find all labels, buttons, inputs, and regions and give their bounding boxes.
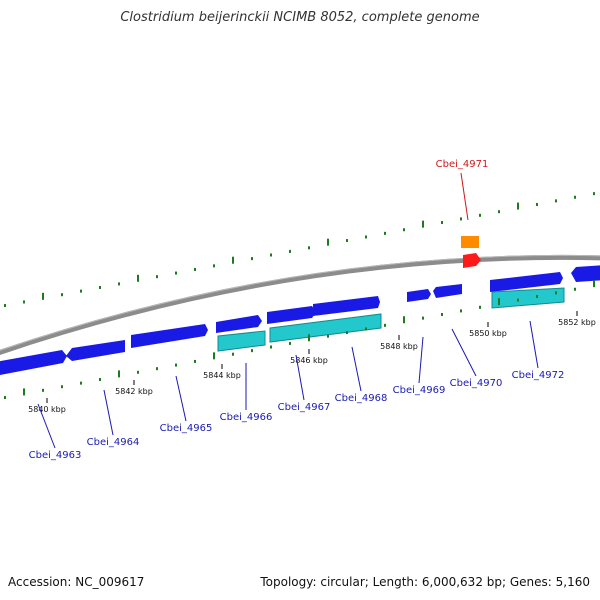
ruler-label: 5842 kbp [115,387,153,396]
gc-content-track-inner [4,280,595,400]
gene-label[interactable]: Cbei_4963 [29,450,82,461]
gene-label[interactable]: Cbei_4964 [87,437,140,448]
gene-label[interactable]: Cbei_4967 [278,402,331,413]
gene-feature[interactable] [491,287,565,309]
trna-feature[interactable] [461,236,479,248]
ruler-label: 5848 kbp [380,342,418,351]
label-leader-line [460,172,469,221]
gene-feature[interactable] [490,272,563,292]
gene-feature[interactable] [407,289,431,302]
gc-content-track-outer [4,192,595,308]
label-leader-line [418,336,424,384]
label-leader-line [175,375,187,422]
gene-label[interactable]: Cbei_4966 [220,412,273,423]
label-leader-line [351,346,362,392]
gene-feature[interactable] [313,296,380,316]
gene-label[interactable]: Cbei_4972 [512,370,565,381]
gene-label[interactable]: Cbei_4971 [436,159,489,170]
gene-feature[interactable] [131,324,208,348]
label-leader-line [529,320,539,369]
genome-summary-text: Topology: circular; Length: 6,000,632 bp… [260,575,590,589]
label-leader-line [295,354,305,401]
ruler-label: 5844 kbp [203,371,241,380]
ruler-label: 5846 kbp [290,356,328,365]
gene-feature[interactable] [571,265,600,282]
gene-label[interactable]: Cbei_4965 [160,423,213,434]
label-leader-line [37,403,56,449]
ruler-label: 5840 kbp [28,405,66,414]
gene-feature[interactable] [267,306,316,324]
gene-label[interactable]: Cbei_4969 [393,385,446,396]
reverse-strand-genes [217,287,565,352]
label-leader-line [451,328,477,377]
gene-feature[interactable] [433,284,462,298]
gene-feature[interactable] [217,330,266,352]
gene-feature[interactable] [66,340,125,361]
chromosome-backbone [0,254,600,355]
gene-label[interactable]: Cbei_4968 [335,393,388,404]
label-leader-line [103,389,114,436]
rrna-feature[interactable] [463,253,481,268]
chromosome-backbone-highlight [0,254,600,351]
accession-text: Accession: NC_009617 [8,575,145,589]
gene-feature[interactable] [216,315,262,333]
ruler-label: 5852 kbp [558,318,596,327]
gene-feature[interactable] [0,350,67,376]
gene-label[interactable]: Cbei_4970 [450,378,503,389]
gene-labels: Cbei_4963 Cbei_4964 Cbei_4965 Cbei_4966 Cbei… [29,159,565,461]
forward-strand-genes [0,265,600,376]
position-ruler: 5840 kbp 5842 kbp 5844 kbp 5846 kbp 5848 kbp… [28,311,596,414]
map-title: Clostridium beijerinckii NCIMB 8052, com… [120,10,480,25]
gene-feature[interactable] [269,313,382,343]
ruler-label: 5850 kbp [469,329,507,338]
